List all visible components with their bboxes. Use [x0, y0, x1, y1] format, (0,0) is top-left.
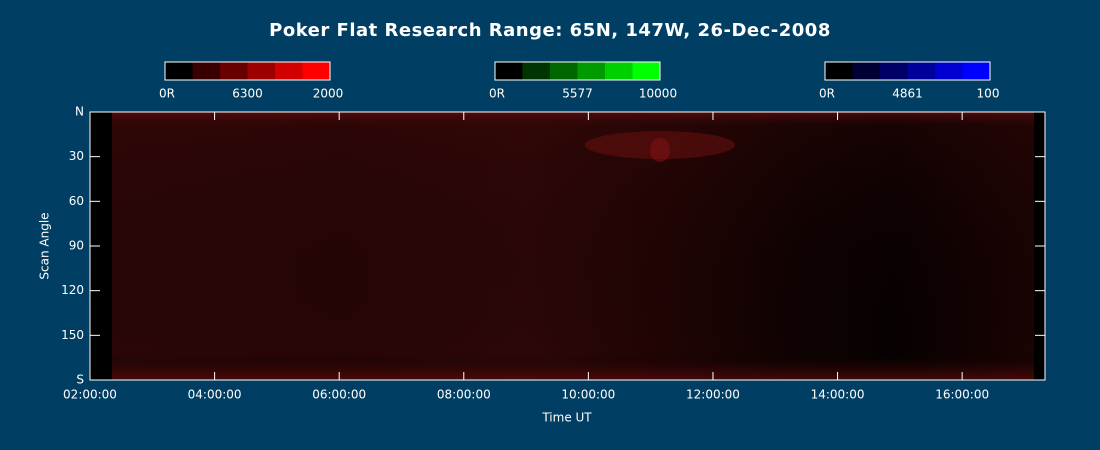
colorbar-segment [852, 62, 880, 80]
colorbar-segment [495, 62, 523, 80]
colorbar-wavelength: 6300 [232, 87, 263, 101]
colorbar-frame [164, 61, 331, 81]
colorbar-segment [577, 62, 605, 80]
colorbar-frame [824, 61, 991, 81]
colorbar-max-label: 2000 [313, 87, 344, 101]
x-tick-label: 10:00:00 [561, 388, 615, 402]
y-tick-label: 90 [69, 239, 84, 253]
y-tick-label: 150 [61, 328, 84, 342]
x-tick-label: 12:00:00 [686, 388, 740, 402]
colorbar-frame [494, 61, 661, 81]
colorbar-segment [550, 62, 578, 80]
colorbar-segment [880, 62, 908, 80]
colorbar-min-label: 0R [819, 87, 835, 101]
colorbar-segment [220, 62, 248, 80]
colorbar-max-label: 100 [977, 87, 1000, 101]
colorbar-segment [165, 62, 193, 80]
y-tick-label: 30 [69, 149, 84, 163]
colorbar-segment [907, 62, 935, 80]
aurora-patch [650, 138, 670, 162]
colorbar-segment [962, 62, 990, 80]
keogram-image [90, 112, 1045, 380]
colorbar-wavelength: 5577 [562, 87, 593, 101]
x-tick-label: 06:00:00 [312, 388, 366, 402]
colorbar-segment [302, 62, 330, 80]
x-tick-label: 04:00:00 [188, 388, 242, 402]
y-tick-label: 120 [61, 283, 84, 297]
y-axis-label: Scan Angle [38, 212, 52, 279]
chart-title: Poker Flat Research Range: 65N, 147W, 26… [269, 20, 831, 41]
colorbar-segment [247, 62, 275, 80]
colorbar-segment [825, 62, 853, 80]
colorbar-min-label: 0R [159, 87, 175, 101]
colorbar-min-label: 0R [489, 87, 505, 101]
y-tick-label: 60 [69, 194, 84, 208]
colorbar-segment [275, 62, 303, 80]
image-edges [112, 112, 1034, 380]
colorbar-segment [522, 62, 550, 80]
colorbar-max-label: 10000 [639, 87, 677, 101]
colorbar-segment [605, 62, 633, 80]
colorbar-wavelength: 4861 [892, 87, 923, 101]
x-tick-label: 14:00:00 [811, 388, 865, 402]
colorbar-segment [632, 62, 660, 80]
x-tick-label: 02:00:00 [63, 388, 117, 402]
colorbar-segment [192, 62, 220, 80]
x-tick-label: 16:00:00 [935, 388, 989, 402]
x-axis-label: Time UT [541, 411, 592, 425]
x-tick-label: 08:00:00 [437, 388, 491, 402]
y-tick-label: S [76, 373, 84, 387]
y-tick-label: N [75, 105, 84, 119]
colorbar-segment [935, 62, 963, 80]
